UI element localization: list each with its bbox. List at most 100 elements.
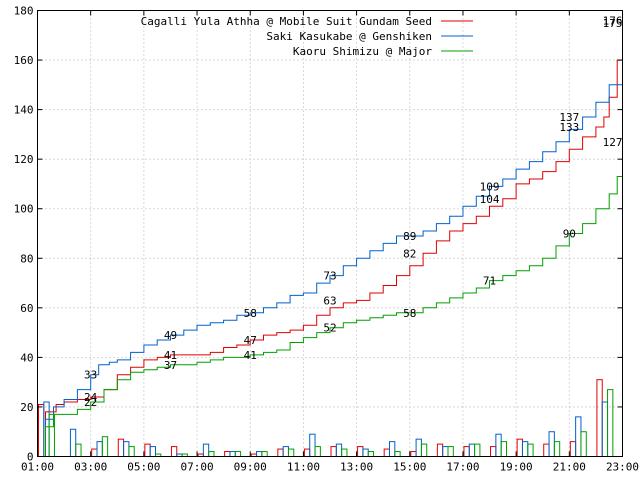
hourly-bar bbox=[170, 446, 178, 458]
hourly-bar bbox=[144, 443, 151, 458]
legend-label: Cagalli Yula Athha @ Mobile Suit Gundam … bbox=[141, 15, 432, 28]
hourly-bar bbox=[123, 441, 130, 457]
x-tick-label: 21:00 bbox=[553, 461, 586, 474]
data-label: 41 bbox=[244, 349, 257, 362]
cumulative-lines bbox=[37, 20, 623, 457]
hourly-bar bbox=[367, 451, 375, 457]
grid-lines bbox=[37, 10, 623, 457]
x-tick-label: 01:00 bbox=[21, 461, 54, 474]
hourly-bar bbox=[410, 451, 417, 457]
hourly-bar bbox=[91, 448, 98, 458]
hourly-bar bbox=[495, 433, 502, 458]
data-label: 41 bbox=[164, 349, 177, 362]
x-tick-label: 03:00 bbox=[74, 461, 107, 474]
hourly-bar bbox=[101, 436, 109, 457]
y-tick-label: 100 bbox=[14, 203, 34, 216]
hourly-bar bbox=[490, 446, 497, 458]
hourly-bar bbox=[309, 433, 316, 458]
y-tick-label: 180 bbox=[14, 5, 34, 18]
series-line bbox=[37, 22, 623, 457]
legend: Cagalli Yula Athha @ Mobile Suit Gundam … bbox=[141, 15, 473, 58]
series-line bbox=[37, 141, 623, 457]
hourly-bar bbox=[330, 446, 337, 458]
hourly-bar bbox=[229, 451, 236, 457]
y-tick-label: 60 bbox=[20, 302, 33, 315]
hourly-bar bbox=[436, 443, 444, 458]
data-label: 22 bbox=[84, 396, 97, 409]
hourly-bar bbox=[516, 438, 523, 457]
hourly-bar bbox=[287, 448, 295, 458]
x-tick-label: 17:00 bbox=[446, 461, 479, 474]
data-label: 82 bbox=[403, 247, 416, 260]
x-tick-label: 09:00 bbox=[234, 461, 267, 474]
y-tick-label: 80 bbox=[20, 252, 33, 265]
x-tick-label: 11:00 bbox=[287, 461, 320, 474]
data-label: 47 bbox=[244, 334, 257, 347]
data-label: 109 bbox=[480, 180, 500, 193]
hourly-bar bbox=[543, 443, 550, 458]
hourly-bar bbox=[553, 441, 561, 457]
plot-frame bbox=[37, 10, 623, 457]
hourly-bar bbox=[415, 438, 422, 457]
hourly-bar bbox=[601, 401, 609, 458]
axes: 0 20 40 60 80 100 120 140 160 180 01:00 03:00 05:00 0… bbox=[14, 5, 639, 474]
hourly-bar bbox=[389, 441, 396, 457]
hourly-bar bbox=[335, 443, 343, 458]
data-label: 24 bbox=[84, 391, 98, 404]
hourly-bar bbox=[463, 446, 470, 458]
data-label: 71 bbox=[483, 275, 496, 288]
hourly-bar bbox=[474, 443, 481, 458]
data-label: 37 bbox=[164, 359, 177, 372]
data-label: 90 bbox=[563, 228, 576, 241]
hourly-bar bbox=[117, 438, 125, 457]
hourly-bar bbox=[580, 431, 587, 458]
hourly-bar bbox=[607, 389, 614, 458]
hourly-bar bbox=[596, 379, 603, 458]
hourly-bar bbox=[261, 451, 268, 457]
hourly-bar bbox=[569, 441, 577, 457]
x-tick-label: 07:00 bbox=[180, 461, 213, 474]
hourly-bar bbox=[38, 403, 45, 458]
data-label: 133 bbox=[559, 121, 579, 134]
series-line bbox=[37, 20, 623, 457]
hourly-bar bbox=[202, 443, 210, 458]
x-tick-label: 15:00 bbox=[393, 461, 426, 474]
hourly-bar bbox=[548, 431, 555, 458]
data-label: 176 bbox=[603, 14, 623, 27]
hourly-bar bbox=[282, 446, 289, 458]
hourly-bar bbox=[383, 448, 391, 458]
hourly-bar bbox=[527, 443, 534, 458]
hourly-bar bbox=[208, 451, 215, 457]
data-label: 63 bbox=[323, 294, 336, 307]
hourly-bar bbox=[394, 451, 401, 457]
hourly-bar bbox=[420, 443, 428, 458]
hourly-bar bbox=[75, 443, 82, 458]
hourly-bar bbox=[43, 401, 50, 458]
hourly-bar bbox=[500, 441, 508, 457]
data-label: 73 bbox=[323, 270, 336, 283]
hourly-bar bbox=[362, 448, 369, 458]
hourly-bar bbox=[234, 451, 242, 457]
hourly-bar bbox=[96, 441, 103, 457]
data-labels: 24 41 47 63 82 104 133 175 33 49 58 73 89 109 137 176 22… bbox=[84, 14, 622, 409]
y-tick-label: 140 bbox=[14, 104, 34, 117]
hourly-bar bbox=[256, 451, 263, 457]
data-label: 137 bbox=[559, 111, 579, 124]
y-tick-label: 20 bbox=[20, 401, 33, 414]
legend-label: Saki Kasukabe @ Genshiken bbox=[266, 30, 432, 43]
y-tick-label: 160 bbox=[14, 54, 34, 67]
data-label: 175 bbox=[603, 17, 623, 30]
hourly-bar bbox=[303, 448, 311, 458]
y-tick-label: 40 bbox=[20, 351, 33, 364]
y-tick-label: 120 bbox=[14, 153, 34, 166]
x-tick-label: 19:00 bbox=[500, 461, 533, 474]
hourly-bar bbox=[357, 446, 364, 458]
x-tick-label: 23:00 bbox=[606, 461, 639, 474]
hourly-bars bbox=[38, 379, 614, 458]
hourly-bar bbox=[341, 448, 348, 458]
legend-label: Kaoru Shimizu @ Major bbox=[293, 45, 432, 58]
hourly-bar bbox=[442, 446, 449, 458]
data-label: 104 bbox=[480, 193, 500, 206]
hourly-bar bbox=[314, 446, 321, 458]
